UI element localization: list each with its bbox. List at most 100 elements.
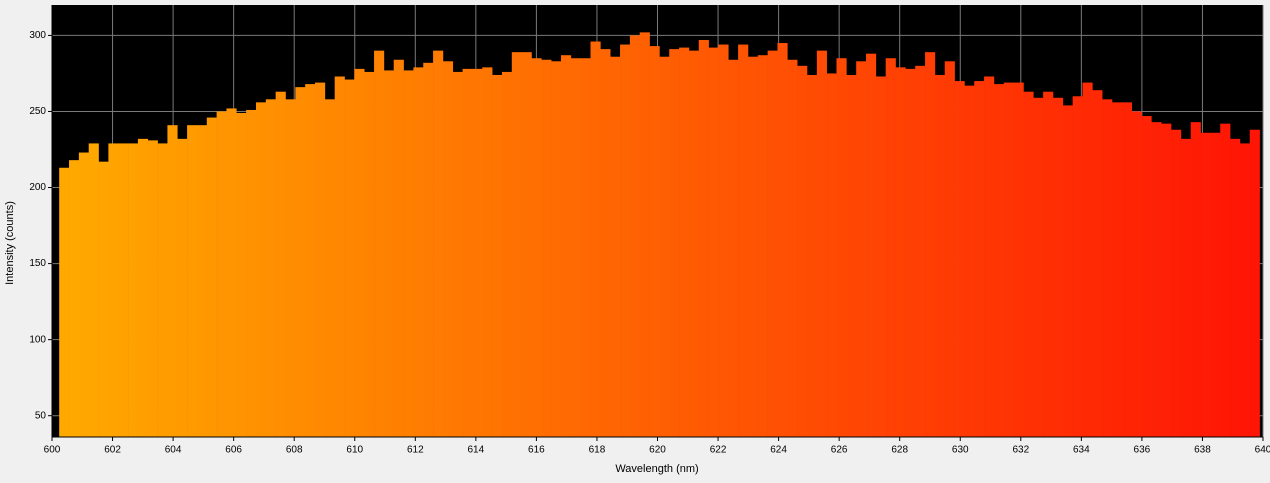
bar [423, 62, 434, 437]
y-tick-label: 50 [35, 410, 47, 421]
bar [1003, 82, 1014, 437]
axes: 50 100 150 200 250 300 600 602 604 606 608 610 612 61… [29, 5, 1270, 456]
bar [78, 152, 90, 437]
x-tick-label: 618 [589, 445, 606, 456]
x-tick-label: 624 [770, 445, 787, 456]
x-tick-label: 638 [1194, 445, 1211, 456]
bar [964, 85, 975, 437]
bar [442, 61, 454, 437]
bar [511, 52, 522, 437]
bar [255, 102, 267, 437]
bar [413, 67, 424, 437]
bar [639, 32, 650, 437]
bar [777, 43, 788, 437]
bar [1151, 122, 1162, 437]
bar [324, 99, 335, 437]
x-tick-label: 604 [165, 445, 182, 456]
bar [275, 91, 286, 437]
bar [374, 50, 385, 437]
bar [541, 59, 552, 437]
bar [787, 59, 798, 437]
bar [1131, 111, 1142, 437]
bar [915, 65, 926, 437]
bar [246, 109, 257, 437]
bar [954, 81, 965, 437]
y-tick-label: 250 [29, 106, 46, 117]
bar [895, 67, 906, 437]
bar [767, 50, 778, 437]
bar [669, 49, 680, 437]
bar [816, 50, 827, 437]
bar [620, 44, 631, 437]
bar [88, 143, 99, 437]
bar [1062, 105, 1073, 437]
bar [285, 99, 296, 437]
bar [383, 70, 395, 437]
bar [137, 138, 149, 437]
x-tick-label: 616 [528, 445, 545, 456]
bar [265, 99, 276, 437]
bar [679, 47, 690, 437]
bar [757, 55, 768, 437]
bar [206, 117, 217, 437]
y-tick-label: 300 [29, 30, 46, 41]
bar [1023, 91, 1034, 437]
bar [629, 35, 641, 437]
y-tick-label: 200 [29, 182, 46, 193]
bar [600, 49, 611, 437]
bar [1112, 102, 1123, 437]
bar [492, 74, 503, 437]
bar [128, 143, 139, 437]
bar [1052, 97, 1064, 437]
bar [580, 58, 591, 437]
bar [354, 68, 365, 437]
bar [570, 58, 581, 437]
bar [934, 74, 946, 437]
bar [334, 76, 345, 437]
bar [875, 76, 886, 437]
bar [108, 143, 119, 437]
x-tick-label: 612 [407, 445, 424, 456]
bar [216, 111, 227, 437]
bar [59, 167, 70, 437]
bar [472, 68, 483, 437]
bar [1072, 96, 1083, 437]
x-tick-label: 628 [891, 445, 908, 456]
bar [1171, 129, 1182, 437]
bar [1200, 132, 1211, 437]
x-tick-label: 610 [346, 445, 363, 456]
bar [806, 74, 818, 437]
bar [993, 84, 1005, 437]
bar [866, 53, 877, 437]
bar [1249, 129, 1260, 437]
x-tick-label: 622 [710, 445, 727, 456]
bar [196, 125, 208, 437]
bar [403, 70, 414, 437]
bar [98, 161, 109, 437]
y-axis-label: Intensity (counts) [4, 201, 16, 285]
bar [364, 71, 375, 437]
bar [187, 125, 198, 437]
bar [1121, 102, 1132, 437]
bar [905, 68, 916, 437]
bar [226, 108, 237, 437]
bar [521, 52, 532, 437]
bar [482, 67, 493, 437]
bar [551, 61, 562, 437]
bar [295, 87, 306, 437]
bar [747, 56, 759, 437]
bar [501, 71, 513, 437]
bar [797, 65, 808, 437]
bar [738, 44, 749, 437]
bar [1102, 99, 1113, 437]
bar [236, 113, 247, 437]
bar [1043, 91, 1054, 437]
bar [1190, 122, 1201, 437]
bar [590, 41, 601, 437]
x-tick-label: 634 [1073, 445, 1090, 456]
bar [167, 125, 178, 437]
bar [1161, 123, 1172, 437]
bar [531, 58, 542, 437]
bar [718, 44, 729, 437]
